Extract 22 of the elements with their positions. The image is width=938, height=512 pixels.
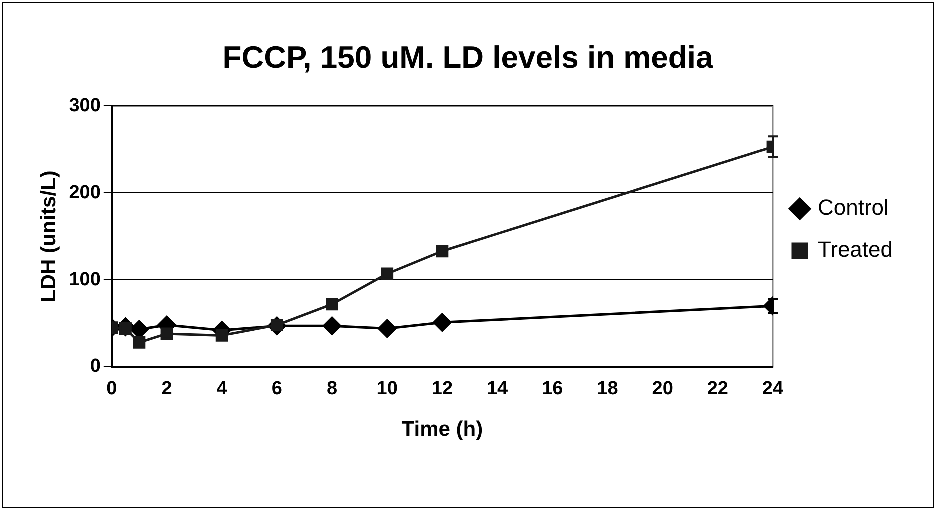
y-tick-label: 200 [69,182,101,204]
x-tick-label: 2 [162,378,172,400]
y-tick-label: 0 [90,356,101,378]
x-tick-label: 4 [216,378,228,400]
x-tick-label: 14 [486,378,509,400]
chart-title: FCCP, 150 uM. LD levels in media [222,40,714,76]
x-tick-label: 22 [707,378,728,400]
legend-label: Control [818,195,889,220]
y-tick-label: 100 [69,269,101,290]
x-tick-label: 6 [272,378,282,400]
x-tick-label: 8 [326,378,338,400]
y-axis-title: LDH (units/L) [37,170,60,303]
legend-label: Treated [818,237,894,262]
x-tick-label: 24 [762,378,784,400]
y-tick-label: 300 [69,95,101,116]
x-axis-title: Time (h) [402,418,484,442]
x-tick-label: 18 [597,378,618,400]
x-tick-label: 16 [542,378,564,400]
x-tick-label: 20 [652,378,674,400]
x-tick-label: 10 [376,378,398,400]
x-tick-label: 12 [432,378,454,400]
x-tick-label: 0 [106,378,118,400]
